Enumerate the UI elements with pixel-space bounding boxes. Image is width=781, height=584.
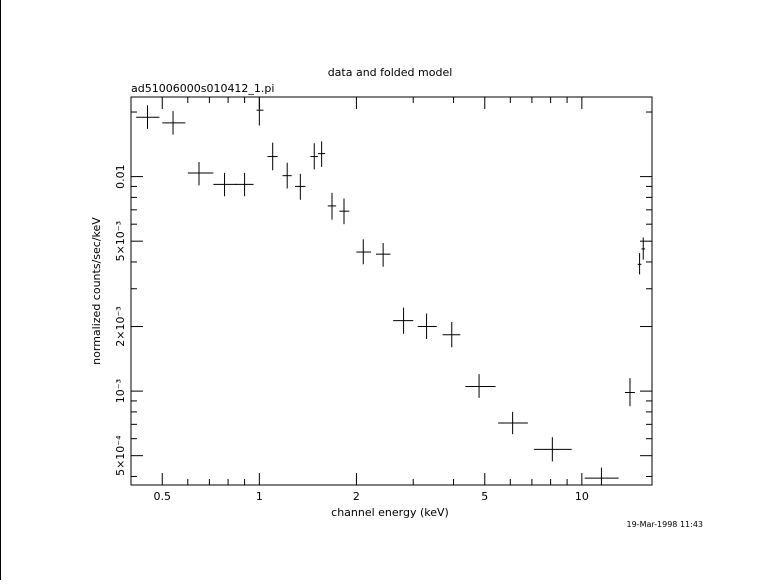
data-point bbox=[339, 198, 350, 225]
data-point bbox=[376, 243, 391, 267]
data-point bbox=[234, 172, 254, 197]
data-point bbox=[310, 143, 318, 170]
plot-frame bbox=[130, 96, 653, 486]
y-tick-label: 2×10⁻³ bbox=[114, 306, 127, 346]
data-point bbox=[356, 239, 372, 265]
data-point bbox=[327, 192, 337, 220]
data-point bbox=[282, 162, 292, 189]
data-point bbox=[256, 97, 264, 126]
y-tick-label: 5×10⁻⁴ bbox=[114, 435, 127, 476]
chart-subtitle: ad51006000s010412_1.pi bbox=[131, 82, 274, 95]
data-points bbox=[136, 97, 646, 485]
y-axis-label: normalized counts/sec/keV bbox=[90, 217, 103, 365]
data-point bbox=[533, 437, 572, 462]
data-point bbox=[317, 141, 326, 167]
x-tick-label: 10 bbox=[575, 490, 589, 503]
data-point bbox=[624, 378, 635, 407]
x-tick-label: 1 bbox=[256, 490, 263, 503]
data-point bbox=[162, 111, 186, 135]
data-point bbox=[136, 105, 160, 129]
data-point bbox=[213, 172, 237, 197]
plot-border bbox=[130, 96, 653, 486]
y-tick-label: 0.01 bbox=[114, 164, 127, 189]
timestamp: 19-Mar-1998 11:43 bbox=[627, 520, 704, 529]
data-point bbox=[641, 237, 646, 260]
x-tick-label: 2 bbox=[353, 490, 360, 503]
data-point bbox=[637, 253, 642, 275]
x-axis-label: channel energy (keV) bbox=[331, 506, 449, 519]
chart-title: data and folded model bbox=[328, 66, 453, 79]
data-point bbox=[498, 411, 528, 435]
x-tick-label: 0.5 bbox=[154, 490, 172, 503]
data-point bbox=[465, 374, 496, 398]
data-point bbox=[187, 161, 214, 186]
data-point bbox=[295, 173, 306, 200]
data-point bbox=[267, 142, 278, 171]
data-point bbox=[584, 467, 619, 485]
data-point bbox=[393, 307, 414, 334]
y-axis-ticks: 5×10⁻⁴ 10⁻³ 2×10⁻³ 5×10⁻³ 0.01 bbox=[114, 111, 652, 477]
window-edge bbox=[0, 0, 1, 580]
x-axis-ticks: 0.5 1 2 5 10 bbox=[130, 97, 589, 503]
data-point bbox=[442, 321, 461, 348]
data-point bbox=[417, 313, 437, 339]
y-tick-label: 10⁻³ bbox=[114, 379, 127, 403]
x-tick-label: 5 bbox=[481, 490, 488, 503]
y-tick-label: 5×10⁻³ bbox=[114, 221, 127, 261]
